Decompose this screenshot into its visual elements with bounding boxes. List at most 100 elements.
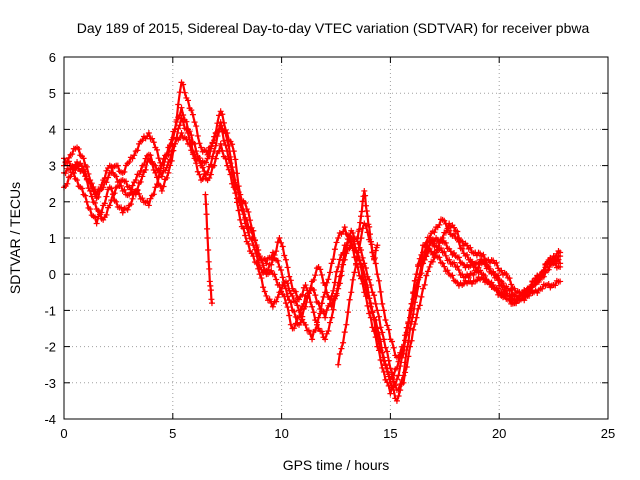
data-point — [211, 137, 218, 144]
data-point — [374, 332, 381, 339]
data-point — [183, 136, 190, 143]
data-point — [421, 253, 428, 260]
axis-ticks: 0 5 10 15 20 25 -4 -3 -2 -1 0 1 2 3 4 5 6 — [44, 50, 615, 441]
data-point — [418, 251, 425, 258]
data-point — [367, 231, 373, 238]
data-point — [405, 353, 412, 360]
data-point — [232, 190, 239, 197]
data-point — [467, 244, 474, 251]
data-point — [354, 249, 361, 256]
data-point — [171, 126, 178, 133]
data-point — [134, 147, 141, 154]
data-point — [268, 299, 275, 306]
data-point — [426, 235, 433, 241]
data-point — [291, 325, 298, 332]
data-point — [202, 147, 209, 154]
data-point — [92, 214, 99, 221]
data-point — [315, 314, 322, 321]
data-point — [442, 220, 449, 227]
data-point — [129, 155, 136, 162]
data-point — [330, 256, 337, 263]
data-point — [167, 156, 174, 163]
data-point — [428, 248, 435, 255]
data-point — [263, 292, 270, 299]
data-point — [382, 317, 389, 324]
data-point — [341, 256, 348, 263]
series-3 — [61, 104, 564, 394]
data-point — [372, 247, 379, 254]
data-point — [408, 300, 415, 307]
data-point — [436, 221, 443, 228]
data-point — [292, 313, 299, 320]
data-point — [380, 358, 387, 365]
data-point — [411, 321, 418, 328]
data-point — [455, 254, 462, 261]
data-point — [149, 135, 156, 142]
data-point — [369, 249, 376, 256]
data-point — [284, 264, 291, 271]
data-point — [490, 282, 497, 289]
data-point — [508, 292, 515, 299]
data-point — [557, 253, 564, 260]
data-point — [155, 174, 162, 181]
data-point — [343, 321, 350, 328]
data-point — [238, 200, 245, 207]
data-point — [325, 328, 332, 335]
data-point — [318, 271, 325, 278]
data-point — [371, 292, 378, 299]
data-point — [333, 239, 340, 246]
data-point — [198, 162, 205, 169]
data-point — [331, 279, 338, 286]
data-point — [439, 235, 446, 241]
data-point — [127, 201, 134, 208]
data-point — [374, 242, 381, 249]
data-point — [181, 89, 188, 96]
data-point — [372, 260, 379, 267]
data-point — [168, 136, 175, 143]
data-point — [123, 178, 130, 185]
data-point — [410, 290, 417, 297]
data-point — [205, 246, 212, 253]
data-point — [431, 249, 438, 256]
series-5 — [202, 191, 215, 307]
data-point — [202, 191, 209, 198]
data-point — [77, 160, 84, 167]
data-point — [137, 167, 144, 174]
data-point — [171, 140, 178, 147]
data-point — [163, 174, 170, 181]
data-point — [206, 175, 213, 182]
data-point — [408, 337, 415, 344]
data-point — [286, 273, 293, 280]
data-point — [268, 254, 275, 261]
data-point — [245, 208, 252, 215]
data-point — [178, 104, 185, 111]
data-point — [454, 263, 461, 270]
series-6 — [335, 216, 564, 368]
data-point — [225, 142, 232, 149]
data-point — [413, 271, 420, 278]
data-point — [139, 195, 146, 202]
data-point — [292, 288, 299, 295]
data-point — [180, 81, 187, 88]
data-point — [495, 285, 502, 292]
data-point — [366, 295, 373, 302]
data-point — [318, 328, 325, 335]
data-point — [362, 202, 369, 209]
data-point — [273, 298, 280, 305]
data-point — [423, 239, 430, 246]
data-point — [96, 186, 103, 193]
data-point — [191, 119, 198, 126]
data-point — [442, 239, 449, 246]
data-point — [103, 211, 110, 218]
data-point — [444, 267, 451, 274]
data-point — [322, 314, 329, 321]
data-point — [134, 187, 141, 194]
data-point — [415, 305, 422, 312]
data-point — [131, 152, 138, 159]
data-point — [331, 246, 338, 253]
data-point — [441, 217, 448, 224]
data-point — [180, 112, 187, 119]
data-point — [274, 257, 281, 264]
data-point — [261, 267, 268, 274]
